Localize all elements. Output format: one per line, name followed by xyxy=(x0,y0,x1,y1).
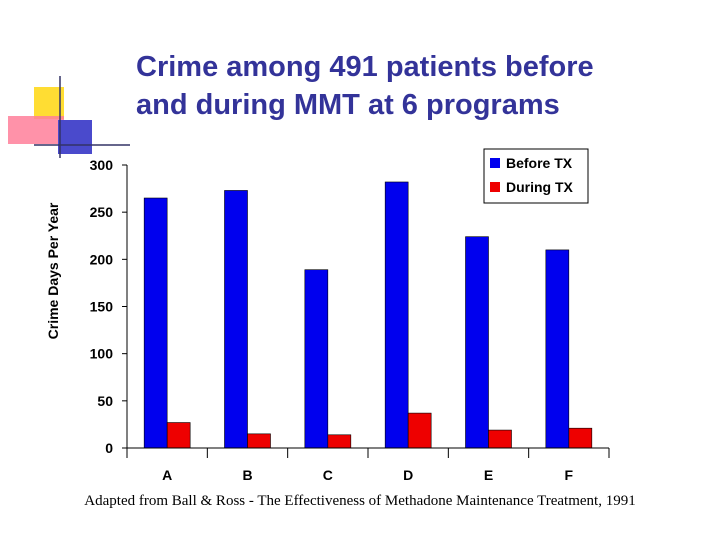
title-line-2: and during MMT at 6 programs xyxy=(136,89,560,121)
bar-during-e xyxy=(488,429,512,449)
x-tick-label: A xyxy=(162,467,172,483)
title-line-1: Crime among 491 patients before xyxy=(136,51,594,83)
decorative-squares xyxy=(8,76,130,158)
y-axis-title: Crime Days Per Year xyxy=(45,202,61,339)
bar-before-a xyxy=(143,197,168,449)
source-caption: Adapted from Ball & Ross - The Effective… xyxy=(84,493,636,509)
y-tick-label: 150 xyxy=(90,299,114,315)
bars xyxy=(143,181,593,449)
y-axis: 0 50 100 150 200 250 300 xyxy=(90,157,128,456)
legend: Before TX During TX xyxy=(483,148,589,204)
bar-during-b xyxy=(247,433,271,449)
blue-square xyxy=(58,120,92,154)
legend-label: During TX xyxy=(506,179,574,195)
y-tick-label: 300 xyxy=(90,157,114,173)
y-tick-label: 250 xyxy=(90,204,114,220)
bar-during-d xyxy=(407,412,432,449)
bar-before-c xyxy=(304,269,329,449)
legend-label: Before TX xyxy=(506,155,573,171)
y-tick-label: 0 xyxy=(105,440,113,456)
bar-chart: Crime Days Per Year 0 50 100 150 200 250 300 A… xyxy=(45,148,610,483)
legend-swatch xyxy=(490,158,500,168)
x-tick-label: D xyxy=(403,467,413,483)
x-tick-label: E xyxy=(484,467,493,483)
bar-before-f xyxy=(545,249,570,449)
x-tick-label: C xyxy=(323,467,333,483)
x-tick-label: F xyxy=(565,467,574,483)
y-tick-label: 50 xyxy=(97,393,113,409)
bar-before-b xyxy=(224,190,248,449)
legend-box xyxy=(483,148,589,204)
y-tick-label: 200 xyxy=(90,251,114,267)
x-tick-label: B xyxy=(242,467,252,483)
bar-during-c xyxy=(327,434,352,449)
bar-before-d xyxy=(384,181,409,449)
bar-during-a xyxy=(166,422,191,449)
bar-during-f xyxy=(568,427,593,449)
legend-swatch xyxy=(490,182,500,192)
bar-before-e xyxy=(465,236,489,449)
yellow-square xyxy=(34,87,64,119)
y-tick-label: 100 xyxy=(90,346,114,362)
slide-title: Crime among 491 patients before and duri… xyxy=(136,48,706,124)
pink-rectangle xyxy=(8,116,64,144)
x-axis: A B C D E F xyxy=(126,447,610,483)
